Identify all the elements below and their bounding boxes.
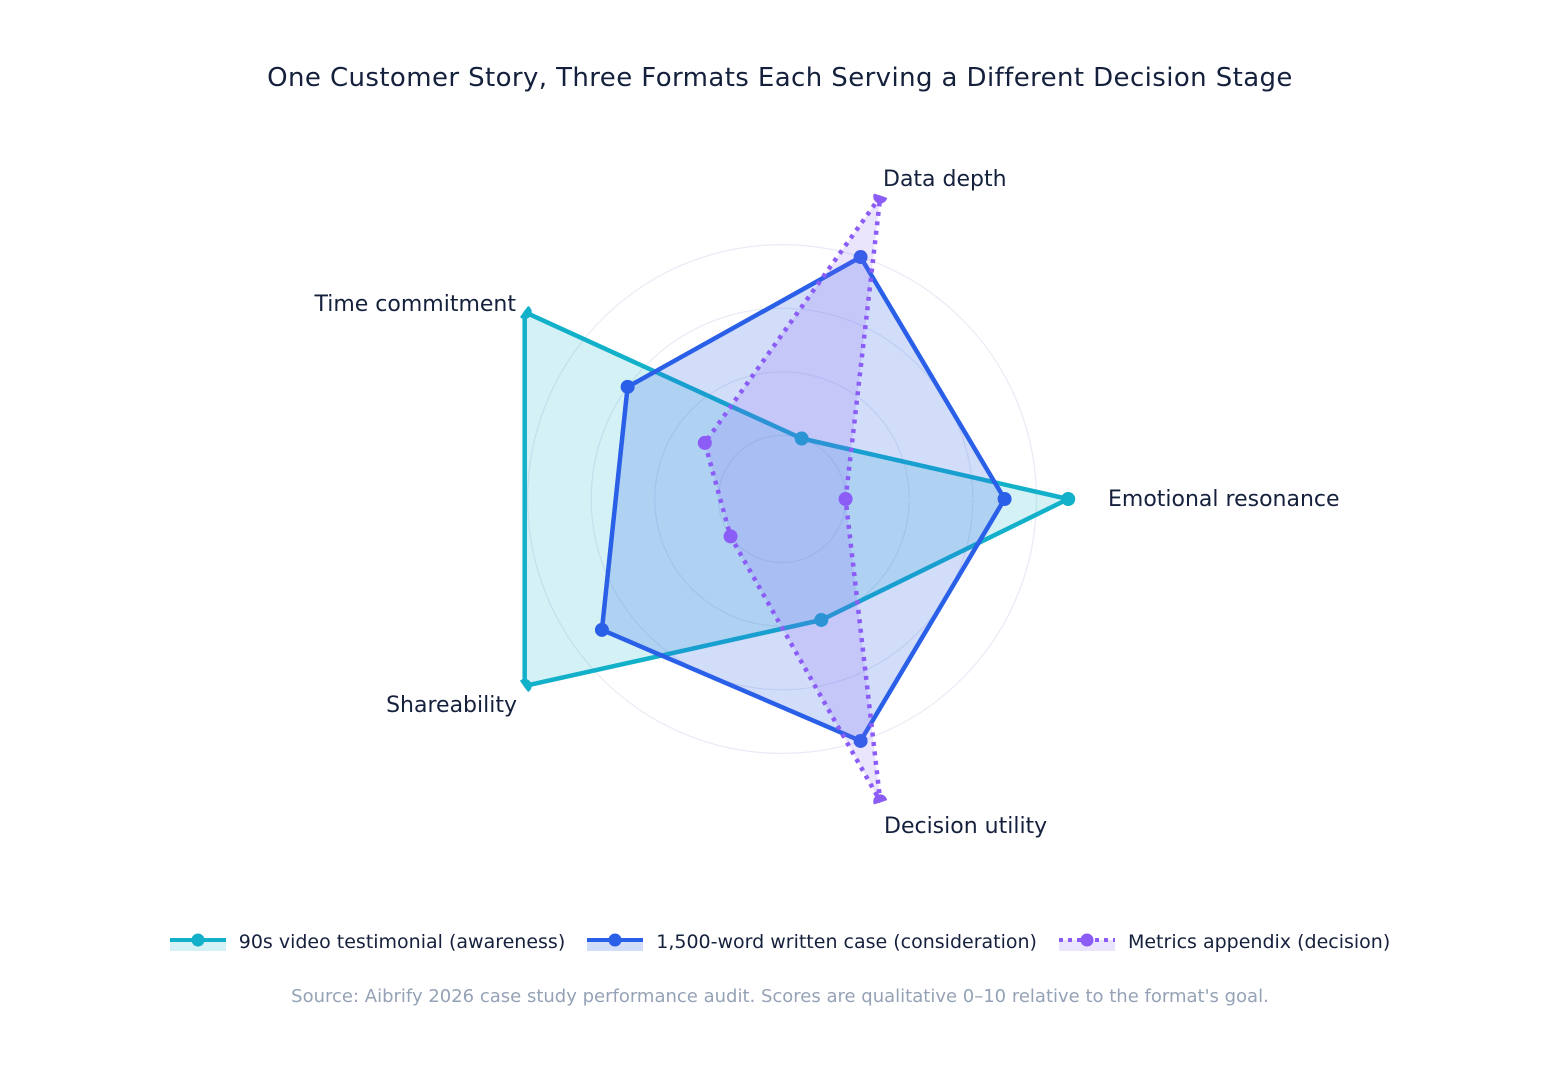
legend-item-metrics-appendix[interactable]: Metrics appendix (decision) [1058,931,1391,953]
series-90s-video-testimonial-awareness [517,305,1076,693]
legend-marker-metrics-appendix [1058,933,1115,951]
series-1-500-word-written-case-consideration [594,250,1012,748]
source-note: Source: Aibrify 2026 case study performa… [291,986,1269,1007]
legend-label: 1,500-word written case (consideration) [656,931,1037,953]
axis-label-decision-utility: Decision utility [884,814,1048,839]
legend: 90s video testimonial (awareness) 1,500-… [0,931,1560,953]
series-metrics-appendix-decision [697,189,888,809]
legend-marker-written-case [587,933,644,951]
legend-item-written-case[interactable]: 1,500-word written case (consideration) [587,931,1037,953]
chart-title: One Customer Story, Three Formats Each S… [267,63,1293,93]
legend-label: Metrics appendix (decision) [1127,931,1391,953]
legend-marker-video-testimonial [169,933,226,951]
axis-label-emotional-resonance: Emotional resonance [1108,487,1340,512]
legend-label: 90s video testimonial (awareness) [238,931,566,953]
axis-label-time-commitment: Time commitment [314,292,516,317]
axis-label-data-depth: Data depth [883,167,1007,192]
legend-item-video-testimonial[interactable]: 90s video testimonial (awareness) [169,931,566,953]
axis-label-shareability: Shareability [386,693,517,718]
